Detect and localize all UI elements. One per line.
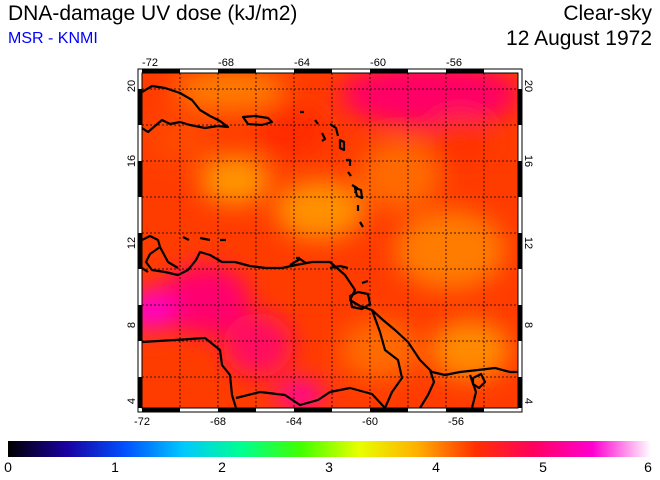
colorbar-tick-label: 5	[539, 459, 547, 475]
source-label: MSR - KNMI	[8, 30, 98, 47]
lon-tick-bottom: -68	[210, 416, 226, 428]
lat-tick-left: 12	[126, 237, 138, 249]
uv-dose-field	[142, 73, 518, 408]
sky-condition-label: Clear-sky	[563, 2, 652, 25]
lon-tick-top: -68	[218, 57, 234, 69]
lat-tick-right: 12	[522, 237, 534, 249]
lat-tick-right: 16	[522, 155, 534, 167]
lat-tick-left: 8	[126, 322, 138, 328]
colorbar-tick-label: 0	[4, 459, 12, 475]
lon-tick-top: -64	[294, 57, 310, 69]
colorbar-tick-label: 1	[111, 459, 119, 475]
lat-tick-left: 20	[126, 80, 138, 92]
map-title: DNA-damage UV dose (kJ/m2)	[8, 2, 298, 25]
lon-tick-bottom: -60	[362, 416, 378, 428]
lat-tick-right: 4	[522, 398, 534, 404]
colorbar	[8, 441, 651, 457]
colorbar-tick-label: 2	[218, 459, 226, 475]
colorbar-tick-label: 6	[644, 459, 652, 475]
lon-tick-bottom: -56	[448, 416, 464, 428]
colorbar-tick-label: 4	[432, 459, 440, 475]
lat-tick-right: 8	[522, 322, 534, 328]
lat-tick-left: 4	[126, 398, 138, 404]
lon-tick-bottom: -64	[286, 416, 302, 428]
lat-tick-right: 20	[522, 80, 534, 92]
lat-tick-left: 16	[126, 155, 138, 167]
lon-tick-top: -72	[142, 57, 158, 69]
coastlines	[142, 84, 518, 408]
lon-tick-top: -60	[370, 57, 386, 69]
date-label: 12 August 1972	[506, 27, 652, 50]
colorbar-tick-label: 3	[325, 459, 333, 475]
lon-tick-bottom: -72	[134, 416, 150, 428]
map-frame	[137, 68, 523, 413]
lon-tick-top: -56	[446, 57, 462, 69]
graticule	[142, 73, 518, 408]
